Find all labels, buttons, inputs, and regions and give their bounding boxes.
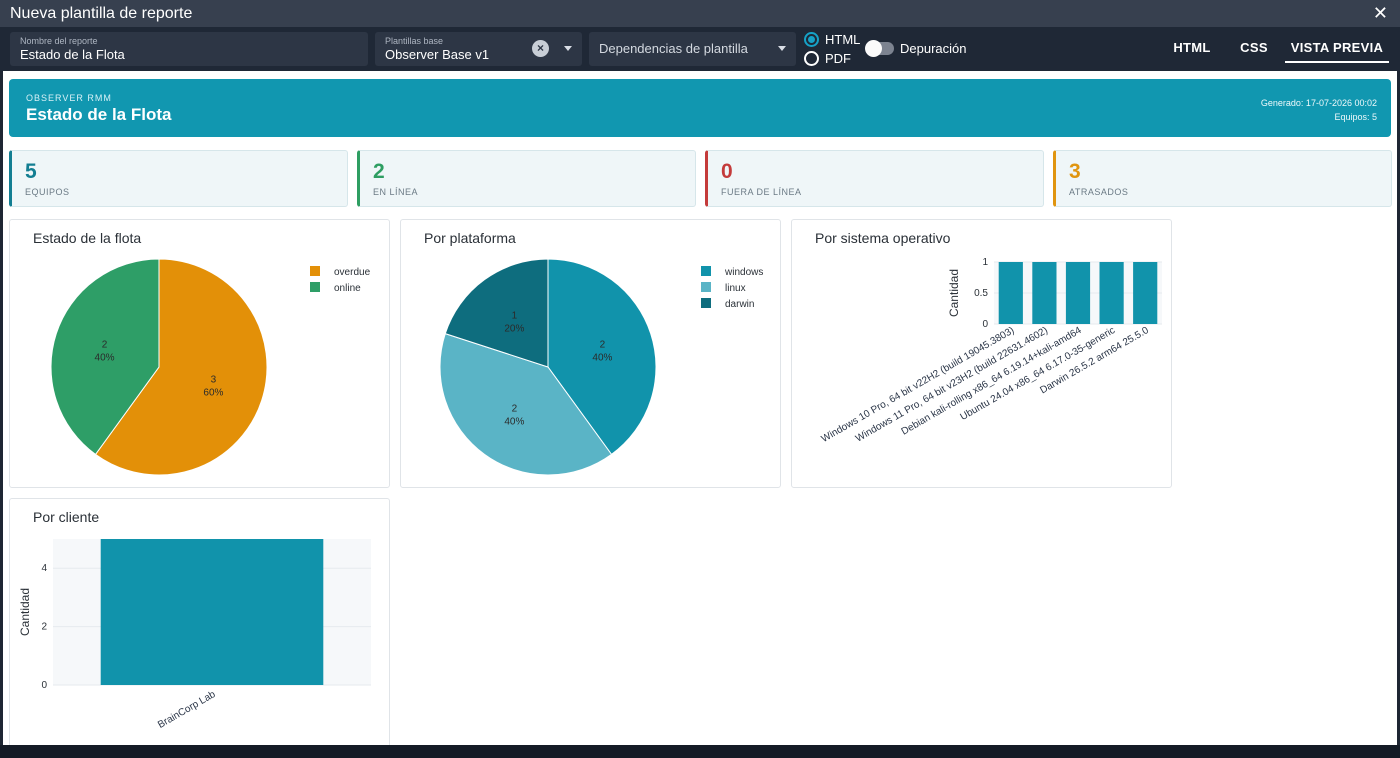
pie-value-label: 2 xyxy=(512,403,518,414)
report-meta: Generado: 17-07-2026 00:02 Equipos: 5 xyxy=(1261,96,1377,124)
pie-slice-linux xyxy=(439,332,613,476)
window-titlebar: Nueva plantilla de reporte ✕ xyxy=(0,0,1400,27)
bar xyxy=(998,262,1023,324)
kpi-value: 2 xyxy=(373,160,385,183)
toggle-knob xyxy=(865,40,882,57)
pie-slice-darwin xyxy=(444,258,549,368)
y-tick-label: 0 xyxy=(982,319,988,330)
y-tick-label: 2 xyxy=(41,622,47,633)
toolbar: Nombre del reporte Estado de la Flota Pl… xyxy=(0,27,1400,71)
report-devices: Equipos: 5 xyxy=(1334,112,1377,122)
chevron-down-icon[interactable] xyxy=(564,46,572,51)
kpi-value: 5 xyxy=(25,160,37,183)
pie-slice-windows xyxy=(547,258,657,456)
chart-title: Estado de la flota xyxy=(33,230,142,246)
bottom-bar xyxy=(0,745,1400,758)
y-tick-label: 0.5 xyxy=(974,288,988,299)
chart-title: Por cliente xyxy=(33,509,100,525)
kpi-offline: 0 FUERA DE LÍNEA xyxy=(705,150,1044,207)
tab-html[interactable]: HTML xyxy=(1173,40,1211,55)
kpi-label: FUERA DE LÍNEA xyxy=(721,187,802,197)
platform-pie-chart: 2 40% 2 40% 1 20% windows linux darwin xyxy=(439,258,763,476)
dependencies-select[interactable]: Dependencias de plantilla xyxy=(589,32,796,66)
client-bar-chart: 0 2 4 BrainCorp Lab Cantidad xyxy=(18,539,371,731)
pie-percent-label: 60% xyxy=(203,388,223,399)
debug-label: Depuración xyxy=(900,41,967,56)
pie-percent-label: 40% xyxy=(504,416,524,427)
report-banner: OBSERVER RMM Estado de la Flota Generado… xyxy=(9,79,1391,137)
pie-value-label: 2 xyxy=(600,339,606,350)
kpi-value: 3 xyxy=(1069,160,1081,183)
pie-percent-label: 20% xyxy=(504,324,524,335)
chevron-down-icon[interactable] xyxy=(778,46,786,51)
pie-value-label: 3 xyxy=(211,375,217,386)
report-name-value[interactable]: Estado de la Flota xyxy=(20,47,125,62)
chart-title: Por plataforma xyxy=(424,230,516,246)
pie-percent-label: 40% xyxy=(95,352,115,363)
base-template-value: Observer Base v1 xyxy=(385,47,490,62)
base-template-select[interactable]: Plantillas base Observer Base v1 × xyxy=(375,32,582,66)
legend-label-online: online xyxy=(334,283,361,294)
kpi-value: 0 xyxy=(721,160,733,183)
y-tick-label: 0 xyxy=(41,680,47,691)
bar xyxy=(1133,262,1158,324)
format-html-radio[interactable]: HTML xyxy=(804,32,860,47)
chart-card-os: 0 0.5 1 Windows 10 Pro, 64 bit v22H2 (build… xyxy=(791,219,1172,488)
y-tick-label: 1 xyxy=(982,257,988,268)
format-pdf-label: PDF xyxy=(825,51,851,66)
legend-swatch-overdue xyxy=(310,266,320,276)
report-generated: Generado: 17-07-2026 00:02 xyxy=(1260,98,1377,108)
format-pdf-radio[interactable]: PDF xyxy=(804,51,851,66)
chart-card-client: 0 2 4 BrainCorp Lab Cantidad Por cliente xyxy=(9,498,390,745)
kpi-online: 2 EN LÍNEA xyxy=(357,150,696,207)
x-tick-label: BrainCorp Lab xyxy=(156,689,218,731)
debug-toggle[interactable] xyxy=(865,40,894,57)
kpi-overdue: 3 ATRASADOS xyxy=(1053,150,1392,207)
y-axis-title: Cantidad xyxy=(947,269,961,317)
pie-value-label: 1 xyxy=(512,311,518,322)
legend-label-overdue: overdue xyxy=(334,267,371,278)
kpi-label: EN LÍNEA xyxy=(373,187,419,197)
bar xyxy=(1065,262,1091,324)
radio-unchecked-icon[interactable] xyxy=(804,51,819,66)
pie-percent-label: 40% xyxy=(592,352,612,363)
preview-pane[interactable]: OBSERVER RMM Estado de la Flota Generado… xyxy=(3,71,1397,745)
y-axis-title: Cantidad xyxy=(18,588,32,636)
pie-slice-overdue xyxy=(94,258,268,476)
format-html-label: HTML xyxy=(825,32,861,47)
legend-swatch-windows xyxy=(701,266,711,276)
legend-label-windows: windows xyxy=(724,267,763,278)
pie-slice-online xyxy=(50,258,160,456)
kpi-devices: 5 EQUIPOS xyxy=(9,150,348,207)
chart-card-fleet-status: 3 60% 2 40% overdue online Estado de la flota xyxy=(9,219,390,488)
dependencies-placeholder: Dependencias de plantilla xyxy=(599,41,748,56)
legend-swatch-linux xyxy=(701,282,711,292)
chart-title: Por sistema operativo xyxy=(815,230,951,246)
bar xyxy=(1099,262,1124,324)
close-icon[interactable]: ✕ xyxy=(1372,3,1388,23)
fleet-status-pie-chart: 3 60% 2 40% overdue online xyxy=(50,258,371,476)
window-title: Nueva plantilla de reporte xyxy=(10,4,193,22)
legend-swatch-darwin xyxy=(701,298,711,308)
bar xyxy=(100,539,324,685)
report-name-label: Nombre del reporte xyxy=(20,36,98,46)
y-tick-label: 4 xyxy=(41,563,47,574)
radio-checked-icon[interactable] xyxy=(804,32,819,47)
report-kicker: OBSERVER RMM xyxy=(26,93,112,103)
chart-card-platform: 2 40% 2 40% 1 20% windows linux darwin Por plata… xyxy=(400,219,781,488)
report-title: Estado de la Flota xyxy=(26,105,172,124)
kpi-label: EQUIPOS xyxy=(25,187,70,197)
tab-preview[interactable]: VISTA PREVIA xyxy=(1285,35,1389,63)
report-name-field[interactable]: Nombre del reporte Estado de la Flota xyxy=(10,32,368,66)
pie-value-label: 2 xyxy=(102,339,108,350)
bar xyxy=(1032,262,1057,324)
kpi-label: ATRASADOS xyxy=(1069,187,1129,197)
clear-icon[interactable]: × xyxy=(532,40,549,57)
base-template-label: Plantillas base xyxy=(385,36,444,46)
legend-label-linux: linux xyxy=(725,283,746,294)
legend-swatch-online xyxy=(310,282,320,292)
tab-css[interactable]: CSS xyxy=(1240,40,1268,55)
legend-label-darwin: darwin xyxy=(725,299,754,310)
